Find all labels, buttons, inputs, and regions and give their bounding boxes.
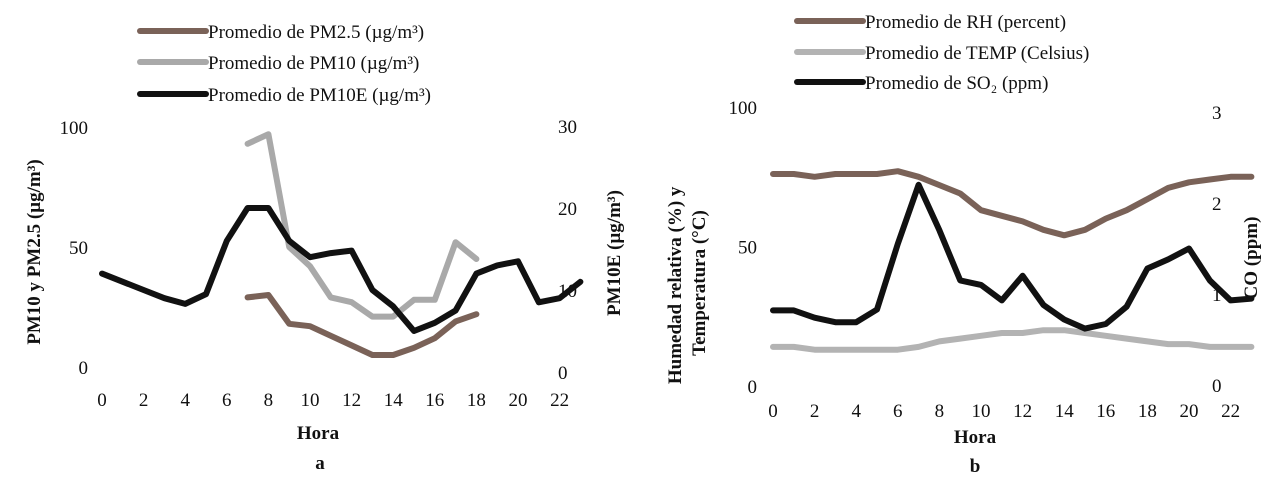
- y-axis-left-title-b-line1: Humedad relativa (%) y: [665, 186, 686, 384]
- series-lines-a: [99, 131, 584, 358]
- y-right-tick-label: 3: [1212, 103, 1222, 124]
- x-tick-label: 10: [301, 390, 320, 411]
- legend-label-2: Promedio de TEMP (Celsius): [865, 43, 1089, 64]
- legend-a: Promedio de PM2.5 (µg/m³) Promedio de PM1…: [137, 22, 431, 106]
- x-tick-label: 16: [425, 390, 444, 411]
- y-right-tick-label: 1: [1212, 285, 1222, 306]
- panel-label-a: a: [315, 453, 325, 474]
- y-right-tick-label: 10: [558, 281, 577, 302]
- series-line-3: [770, 181, 1255, 332]
- x-tick-label: 12: [1013, 401, 1032, 422]
- y-left-tick-label: 50: [69, 238, 88, 259]
- y-axis-right-title-b: CO (ppm): [1241, 217, 1262, 300]
- x-tick-label: 0: [97, 390, 107, 411]
- x-tick-label: 6: [893, 401, 903, 422]
- y-left-tick-label: 0: [748, 377, 758, 398]
- y-left-tick-label: 0: [79, 358, 89, 379]
- legend-label-3: Promedio de PM10E (µg/m³): [208, 85, 431, 106]
- x-tick-label: 10: [972, 401, 991, 422]
- y-left-tick-label: 100: [729, 98, 758, 119]
- x-tick-label: 18: [467, 390, 486, 411]
- series-line-1: [770, 168, 1255, 239]
- x-tick-label: 20: [1180, 401, 1199, 422]
- y-axis-left-title-a: PM10 y PM2.5 (µg/m³): [24, 159, 45, 344]
- ticks-a: 0 2 4 6 8 10 12 14 16 18 20 22 0 50 100 0 10 20 30: [60, 117, 578, 411]
- x-tick-label: 4: [180, 390, 190, 411]
- x-tick-label: 8: [264, 390, 274, 411]
- legend-label-2: Promedio de PM10 (µg/m³): [208, 53, 419, 74]
- y-axis-left-title-b: Humedad relativa (%) y Temperatura (°C): [665, 182, 710, 384]
- x-tick-label: 0: [768, 401, 778, 422]
- legend-label-1: Promedio de RH (percent): [865, 12, 1066, 33]
- x-tick-label: 18: [1138, 401, 1157, 422]
- series-line-1: [244, 292, 480, 358]
- legend-b: Promedio de RH (percent) Promedio de TEMP…: [794, 12, 1089, 94]
- x-tick-label: 2: [139, 390, 149, 411]
- x-tick-label: 8: [935, 401, 945, 422]
- x-tick-label: 22: [550, 390, 569, 411]
- series-line-2: [244, 131, 480, 320]
- series-line-2: [770, 327, 1255, 353]
- legend-label-3: Promedio de SO₂ (ppm): [865, 73, 1048, 94]
- x-tick-label: 22: [1221, 401, 1240, 422]
- x-tick-label: 4: [851, 401, 861, 422]
- x-tick-label: 14: [1055, 401, 1075, 422]
- chart-b-svg: Promedio de RH (percent) Promedio de TEMP…: [665, 12, 1262, 477]
- y-right-tick-label: 0: [558, 363, 568, 384]
- x-axis-title-b: Hora: [954, 427, 997, 448]
- series-line-3: [99, 205, 584, 334]
- y-axis-right-title-a: PM10E (µg/m³): [604, 190, 625, 316]
- series-lines-b: [770, 168, 1255, 353]
- y-axis-left-title-b-line2: Temperatura (°C): [689, 210, 710, 356]
- x-tick-label: 12: [342, 390, 361, 411]
- x-axis-title-a: Hora: [297, 423, 340, 444]
- y-right-tick-label: 2: [1212, 194, 1222, 215]
- y-right-tick-label: 20: [558, 199, 577, 220]
- chart-panel-b: Promedio de RH (percent) Promedio de TEMP…: [645, 0, 1285, 479]
- y-right-tick-label: 0: [1212, 376, 1222, 397]
- x-tick-label: 16: [1096, 401, 1115, 422]
- y-left-tick-label: 50: [738, 238, 757, 259]
- x-tick-label: 6: [222, 390, 232, 411]
- y-right-tick-label: 30: [558, 117, 577, 138]
- chart-a-svg: Promedio de PM2.5 (µg/m³) Promedio de PM1…: [24, 22, 625, 474]
- panel-label-b: b: [970, 456, 981, 477]
- x-tick-label: 14: [384, 390, 404, 411]
- chart-panel-a: Promedio de PM2.5 (µg/m³) Promedio de PM1…: [0, 0, 640, 479]
- y-left-tick-label: 100: [60, 118, 89, 139]
- x-tick-label: 2: [810, 401, 820, 422]
- legend-label-1: Promedio de PM2.5 (µg/m³): [208, 22, 424, 43]
- x-tick-label: 20: [509, 390, 528, 411]
